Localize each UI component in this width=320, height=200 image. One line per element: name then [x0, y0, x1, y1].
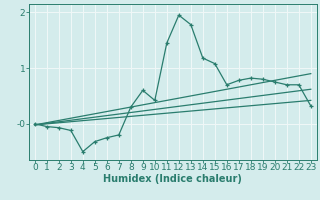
X-axis label: Humidex (Indice chaleur): Humidex (Indice chaleur) [103, 174, 242, 184]
